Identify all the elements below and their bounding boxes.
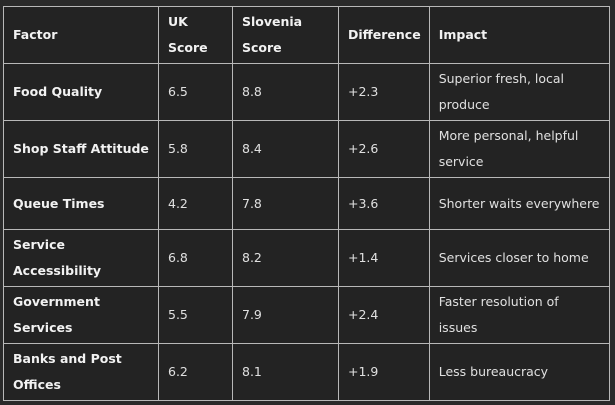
cell-impact: More personal, helpful service xyxy=(428,120,610,178)
table-row: Queue Times 4.2 7.8 +3.6 Shorter waits every… xyxy=(3,177,610,230)
cell-impact: Shorter waits everywhere xyxy=(428,177,610,230)
header-row: Factor UK Score Slovenia Score Differenc… xyxy=(3,6,610,64)
table-row: Government Services 5.5 7.9 +2.4 Faster reso… xyxy=(3,286,610,344)
cell-uk-score: 5.5 xyxy=(158,286,233,344)
header-factor: Factor xyxy=(3,6,159,64)
cell-impact: Superior fresh, local produce xyxy=(428,63,610,121)
cell-slovenia-score: 8.8 xyxy=(232,63,339,121)
cell-difference: +1.4 xyxy=(338,229,430,287)
cell-difference: +2.4 xyxy=(338,286,430,344)
cell-factor: Shop Staff Attitude xyxy=(3,120,159,178)
cell-factor: Food Quality xyxy=(3,63,159,121)
header-uk-score: UK Score xyxy=(158,6,233,64)
cell-slovenia-score: 8.1 xyxy=(232,343,339,401)
cell-uk-score: 6.8 xyxy=(158,229,233,287)
cell-factor: Government Services xyxy=(3,286,159,344)
table-row: Shop Staff Attitude 5.8 8.4 +2.6 More person… xyxy=(3,120,610,178)
cell-factor: Queue Times xyxy=(3,177,159,230)
table-row: Food Quality 6.5 8.8 +2.3 Superior fresh, lo… xyxy=(3,63,610,121)
cell-slovenia-score: 8.4 xyxy=(232,120,339,178)
cell-difference: +2.3 xyxy=(338,63,430,121)
cell-impact: Services closer to home xyxy=(428,229,610,287)
cell-factor: Banks and Post Offices xyxy=(3,343,159,401)
cell-uk-score: 4.2 xyxy=(158,177,233,230)
header-impact: Impact xyxy=(428,6,610,64)
cell-impact: Less bureaucracy xyxy=(428,343,610,401)
table-row: Service Accessibility 6.8 8.2 +1.4 Services … xyxy=(3,229,610,287)
cell-uk-score: 6.2 xyxy=(158,343,233,401)
cell-slovenia-score: 7.8 xyxy=(232,177,339,230)
cell-difference: +3.6 xyxy=(338,177,430,230)
cell-uk-score: 5.8 xyxy=(158,120,233,178)
cell-slovenia-score: 7.9 xyxy=(232,286,339,344)
cell-uk-score: 6.5 xyxy=(158,63,233,121)
cell-impact: Faster resolution of issues xyxy=(428,286,610,344)
comparison-table: Factor UK Score Slovenia Score Differenc… xyxy=(3,6,610,401)
header-slovenia-score: Slovenia Score xyxy=(232,6,339,64)
cell-slovenia-score: 8.2 xyxy=(232,229,339,287)
header-difference: Difference xyxy=(338,6,430,64)
table-row: Banks and Post Offices 6.2 8.1 +1.9 Less bur… xyxy=(3,343,610,401)
cell-factor: Service Accessibility xyxy=(3,229,159,287)
cell-difference: +2.6 xyxy=(338,120,430,178)
cell-difference: +1.9 xyxy=(338,343,430,401)
